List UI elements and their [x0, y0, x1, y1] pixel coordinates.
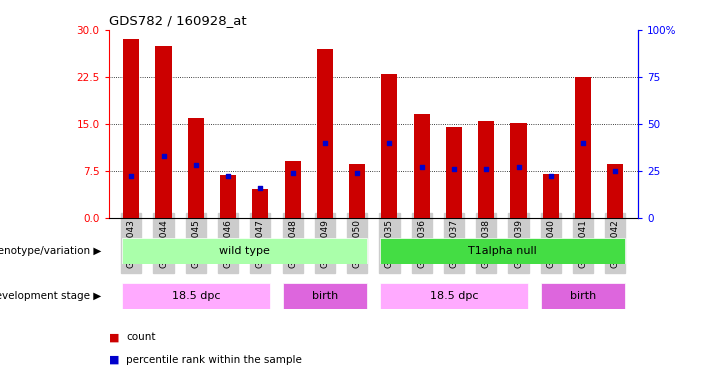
Text: wild type: wild type [219, 246, 270, 256]
Point [416, 164, 428, 170]
Bar [478, 121, 494, 218]
Bar [156, 46, 172, 218]
Text: birth: birth [570, 291, 596, 301]
Point [254, 184, 266, 190]
Point [449, 166, 460, 172]
Bar [121, 238, 367, 264]
Point [513, 164, 524, 170]
Point [190, 162, 201, 168]
Bar [188, 117, 204, 218]
Bar [543, 174, 559, 217]
Bar [283, 283, 367, 309]
Bar [121, 283, 270, 309]
Text: 18.5 dpc: 18.5 dpc [172, 291, 220, 301]
Text: 18.5 dpc: 18.5 dpc [430, 291, 478, 301]
Bar [510, 123, 526, 218]
Bar [607, 164, 623, 218]
Bar [381, 74, 397, 217]
Point [578, 140, 589, 146]
Point [319, 140, 330, 146]
Text: genotype/variation ▶: genotype/variation ▶ [0, 246, 102, 256]
Point [222, 173, 233, 179]
Point [287, 170, 298, 176]
Bar [285, 161, 301, 218]
Text: percentile rank within the sample: percentile rank within the sample [126, 355, 302, 365]
Point [481, 166, 492, 172]
Text: count: count [126, 333, 156, 342]
Text: T1alpha null: T1alpha null [468, 246, 537, 256]
Point [158, 153, 169, 159]
Text: GDS782 / 160928_at: GDS782 / 160928_at [109, 15, 246, 27]
Text: development stage ▶: development stage ▶ [0, 291, 102, 301]
Bar [220, 175, 236, 217]
Bar [541, 283, 625, 309]
Bar [252, 189, 268, 217]
Text: birth: birth [312, 291, 338, 301]
Text: ■: ■ [109, 333, 119, 342]
Bar [575, 77, 591, 218]
Bar [123, 39, 139, 218]
Point [545, 173, 557, 179]
Point [610, 168, 621, 174]
Bar [317, 49, 333, 217]
Point [384, 140, 395, 146]
Bar [446, 127, 462, 218]
Bar [380, 238, 625, 264]
Point [351, 170, 362, 176]
Text: ■: ■ [109, 355, 119, 365]
Bar [349, 164, 365, 218]
Bar [414, 114, 430, 218]
Bar [380, 283, 528, 309]
Point [125, 173, 137, 179]
